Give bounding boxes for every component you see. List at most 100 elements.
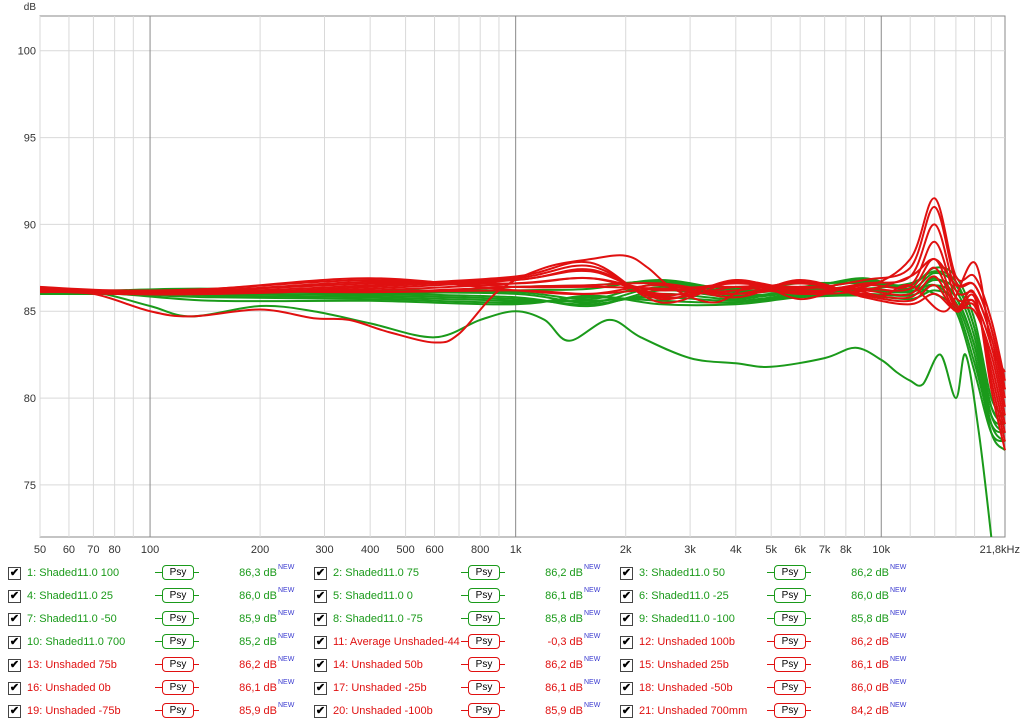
legend-item: ✔ 10: Shaded11.0 700 Psy 85,2 dB NEW [0,631,306,654]
psy-button[interactable]: Psy [162,634,194,649]
psy-button[interactable]: Psy [468,634,500,649]
psy-button[interactable]: Psy [162,565,194,580]
series-checkbox[interactable]: ✔ [314,567,327,580]
legend-item: ✔ 19: Unshaded -75b Psy 85,9 dB NEW [0,700,306,723]
legend-item: ✔ 17: Unshaded -25b Psy 86,1 dB NEW [306,677,612,700]
new-badge: NEW [890,656,907,663]
series-line-6 [40,270,1006,425]
series-level: 85,9 dB [545,705,583,717]
x-tick-label: 1k [510,544,522,556]
legend-item: ✔ 6: Shaded11.0 -25 Psy 86,0 dB NEW [612,585,918,608]
psy-button[interactable]: Psy [162,588,194,603]
series-label: 5: Shaded11.0 0 [333,590,413,602]
psy-button[interactable]: Psy [468,588,500,603]
new-badge: NEW [890,679,907,686]
psy-button[interactable]: Psy [162,703,194,718]
psy-button[interactable]: Psy [774,565,806,580]
x-tick-label: 2k [620,544,632,556]
legend-item: ✔ 9: Shaded11.0 -100 Psy 85,8 dB NEW [612,608,918,631]
legend-row: ✔ 10: Shaded11.0 700 Psy 85,2 dB NEW ✔ 11: Ave… [0,631,1024,654]
series-checkbox[interactable]: ✔ [314,590,327,603]
x-tick-label: 3k [684,544,696,556]
series-level: 86,2 dB [851,636,889,648]
psy-button[interactable]: Psy [774,588,806,603]
series-checkbox[interactable]: ✔ [314,636,327,649]
new-badge: NEW [278,702,295,709]
series-checkbox[interactable]: ✔ [620,613,633,626]
legend-item: ✔ 11: Average Unshaded-44 Psy -0,3 dB NEW [306,631,612,654]
series-checkbox[interactable]: ✔ [8,659,21,672]
y-tick-label: 100 [18,46,36,58]
new-badge: NEW [584,564,601,571]
series-checkbox[interactable]: ✔ [620,682,633,695]
series-checkbox[interactable]: ✔ [620,705,633,718]
series-label: 6: Shaded11.0 -25 [639,590,729,602]
series-label: 2: Shaded11.0 75 [333,567,420,579]
series-level: 85,8 dB [545,613,583,625]
legend-item: ✔ 2: Shaded11.0 75 Psy 86,2 dB NEW [306,562,612,585]
psy-button[interactable]: Psy [468,565,500,580]
new-badge: NEW [584,587,601,594]
series-checkbox[interactable]: ✔ [8,636,21,649]
legend-item: ✔ 5: Shaded11.0 0 Psy 86,1 dB NEW [306,585,612,608]
psy-button[interactable]: Psy [774,680,806,695]
chart-svg: 75 80 85 90 95 100 50 60 70 80 100 200 300 400 500 600 8… [18,2,1020,556]
series-checkbox[interactable]: ✔ [314,682,327,695]
series-checkbox[interactable]: ✔ [8,567,21,580]
new-badge: NEW [890,610,907,617]
legend-item: ✔ 21: Unshaded 700mm Psy 84,2 dB NEW [612,700,918,723]
x-tick-label: 4k [730,544,742,556]
series-label: 12: Unshaded 100b [639,636,736,648]
series-level: 86,2 dB [545,659,583,671]
series-line-20 [40,277,1006,451]
psy-button[interactable]: Psy [162,657,194,672]
series-label: 15: Unshaded 25b [639,659,729,671]
series-level: 85,8 dB [851,613,889,625]
series-checkbox[interactable]: ✔ [620,636,633,649]
series-label: 7: Shaded11.0 -50 [27,613,117,625]
series-checkbox[interactable]: ✔ [8,613,21,626]
series-level: 86,2 dB [239,659,277,671]
series-level: 86,1 dB [545,590,583,602]
series-level: 85,9 dB [239,613,277,625]
series-label: 3: Shaded11.0 50 [639,567,726,579]
series-checkbox[interactable]: ✔ [314,613,327,626]
psy-button[interactable]: Psy [774,657,806,672]
series-line-15 [40,240,1006,408]
psy-button[interactable]: Psy [162,680,194,695]
new-badge: NEW [890,587,907,594]
x-tick-label: 50 [34,544,46,556]
series-checkbox[interactable]: ✔ [620,567,633,580]
legend-item: ✔ 18: Unshaded -50b Psy 86,0 dB NEW [612,677,918,700]
x-tick-label: 8k [840,544,852,556]
x-tick-label: 70 [87,544,99,556]
series-checkbox[interactable]: ✔ [620,590,633,603]
series-checkbox[interactable]: ✔ [314,659,327,672]
psy-button[interactable]: Psy [774,703,806,718]
psy-button[interactable]: Psy [468,611,500,626]
frequency-response-chart: 75 80 85 90 95 100 50 60 70 80 100 200 300 400 500 600 8… [18,2,1020,556]
new-badge: NEW [584,633,601,640]
series-level: 86,1 dB [851,659,889,671]
legend-item: ✔ 14: Unshaded 50b Psy 86,2 dB NEW [306,654,612,677]
new-badge: NEW [278,633,295,640]
new-badge: NEW [278,610,295,617]
legend-item: ✔ 20: Unshaded -100b Psy 85,9 dB NEW [306,700,612,723]
psy-button[interactable]: Psy [468,657,500,672]
legend-item: ✔ 4: Shaded11.0 25 Psy 86,0 dB NEW [0,585,306,608]
series-checkbox[interactable]: ✔ [8,705,21,718]
legend-item: ✔ 7: Shaded11.0 -50 Psy 85,9 dB NEW [0,608,306,631]
series-checkbox[interactable]: ✔ [314,705,327,718]
series-checkbox[interactable]: ✔ [620,659,633,672]
psy-button[interactable]: Psy [774,634,806,649]
psy-button[interactable]: Psy [774,611,806,626]
psy-button[interactable]: Psy [468,703,500,718]
psy-button[interactable]: Psy [468,680,500,695]
series-checkbox[interactable]: ✔ [8,682,21,695]
psy-button[interactable]: Psy [162,611,194,626]
new-badge: NEW [890,564,907,571]
series-checkbox[interactable]: ✔ [8,590,21,603]
series-line-10 [40,290,993,537]
series-level: 85,2 dB [239,636,277,648]
y-axis-label: dB [24,2,37,13]
